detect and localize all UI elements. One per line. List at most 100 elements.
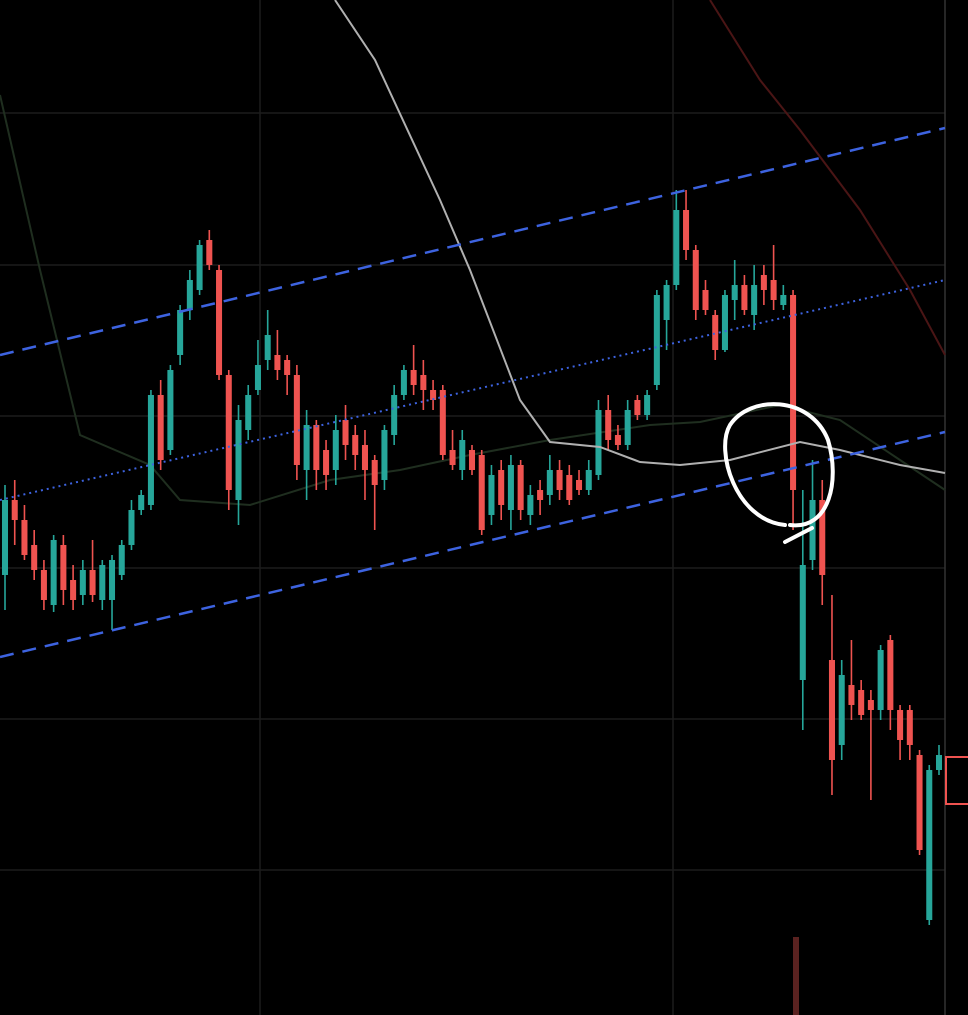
candle-body <box>254 365 261 390</box>
candle-body <box>60 545 67 590</box>
candle-body <box>449 450 456 465</box>
candle-body <box>799 565 806 680</box>
grid <box>0 0 945 1015</box>
channel-lower <box>0 430 946 659</box>
candle-body <box>109 560 116 600</box>
candle-body <box>653 295 660 385</box>
candle-body <box>751 285 758 315</box>
moving-average <box>334 0 946 474</box>
candle-body <box>138 495 145 510</box>
candle-body <box>323 450 330 475</box>
candle-body <box>644 395 651 415</box>
candle-body <box>916 755 923 850</box>
candle-body <box>702 290 709 310</box>
candle-body <box>361 445 368 470</box>
candle-body <box>683 210 690 250</box>
candle-body <box>157 395 164 460</box>
candle-body <box>206 240 213 265</box>
moving-average <box>0 94 946 507</box>
candle-body <box>780 295 787 305</box>
candle-body <box>537 490 544 500</box>
candle-body <box>245 395 252 430</box>
candle-body <box>556 470 563 490</box>
candle-body <box>478 455 485 530</box>
candle-body <box>303 425 310 470</box>
candle-body <box>527 495 534 515</box>
candle-body <box>663 285 670 320</box>
candle-body <box>595 410 602 475</box>
candle-body <box>352 435 359 455</box>
channel-upper <box>0 126 946 357</box>
candle-body <box>770 280 777 300</box>
candle-body <box>40 570 47 600</box>
candle-body <box>430 390 437 400</box>
candle-body <box>828 660 835 760</box>
candle-body <box>79 570 86 595</box>
volume-bar <box>793 937 799 1015</box>
candle-body <box>410 370 417 385</box>
candle-body <box>488 475 495 515</box>
candle-body <box>313 425 320 470</box>
candle-body <box>128 510 135 545</box>
candle-body <box>274 355 281 370</box>
candle-body <box>731 285 738 300</box>
candle-body <box>819 500 826 575</box>
candle-body <box>605 410 612 440</box>
candle-body <box>439 390 446 455</box>
candle-body <box>21 520 28 555</box>
candle-body <box>381 430 388 480</box>
hand-drawn-circle <box>723 402 835 544</box>
candles <box>1 190 943 925</box>
candle-body <box>50 540 57 605</box>
candle-body <box>147 395 154 505</box>
candle-body <box>498 470 505 505</box>
candle-body <box>634 400 641 415</box>
candle-body <box>877 650 884 710</box>
candle-body <box>196 245 203 290</box>
candle-body <box>712 315 719 350</box>
candle-body <box>400 370 407 395</box>
candle-body <box>585 470 592 490</box>
candle-body <box>420 375 427 390</box>
candle-body <box>118 545 125 575</box>
candle-body <box>692 250 699 310</box>
candle-body <box>935 755 943 770</box>
candle-body <box>99 565 106 600</box>
candle-body <box>614 435 621 445</box>
candle-body <box>790 295 797 490</box>
candle-body <box>760 275 767 290</box>
candle-body <box>721 295 728 350</box>
candle-body <box>507 465 514 510</box>
candle-body <box>11 500 18 520</box>
candle-body <box>546 470 553 495</box>
candle-body <box>31 545 38 570</box>
candle-body <box>848 685 855 705</box>
candle-body <box>264 335 271 360</box>
candle-body <box>70 580 77 600</box>
candle-body <box>225 375 232 490</box>
candle-body <box>566 475 573 500</box>
candle-body <box>809 500 816 560</box>
candle-body <box>235 420 242 500</box>
candle-body <box>342 420 349 445</box>
candle-body <box>167 370 174 450</box>
candle-body <box>177 310 184 355</box>
candle-body <box>1 500 9 575</box>
price-label-box <box>945 756 968 805</box>
candle-body <box>926 770 933 920</box>
candle-body <box>332 430 339 470</box>
candle-body <box>867 700 874 710</box>
candle-body <box>858 690 865 715</box>
candle-body <box>216 270 223 375</box>
candle-body <box>576 480 583 490</box>
candle-body <box>624 410 631 445</box>
candle-body <box>906 710 913 745</box>
candle-body <box>897 710 904 740</box>
candle-body <box>391 395 398 435</box>
candle-body <box>284 360 291 375</box>
candle-body <box>887 640 894 710</box>
candle-body <box>293 375 300 465</box>
candle-body <box>371 460 378 485</box>
